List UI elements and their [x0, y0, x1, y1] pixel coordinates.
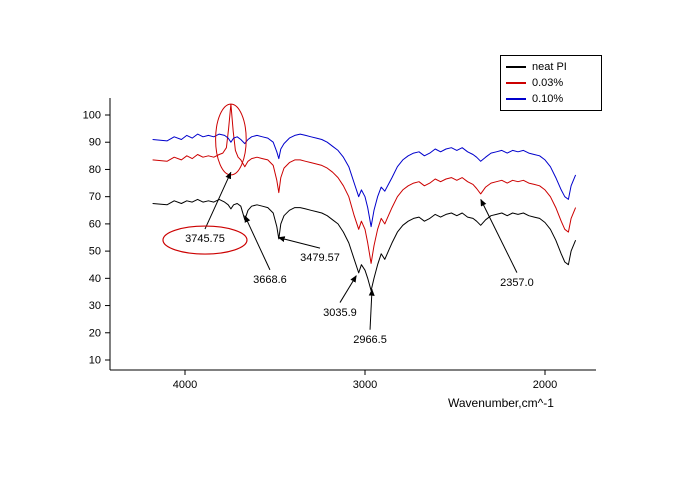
legend-item-003: 0.03% — [506, 75, 596, 91]
annotation-3479-57: 3479.57 — [300, 252, 340, 265]
legend-label-neat-pi: neat PI — [532, 61, 567, 73]
annotation-2357-0: 2357.0 — [500, 276, 534, 289]
trace-0-10 — [152, 133, 577, 228]
y-tick-label: 20 — [89, 327, 101, 339]
legend-line-003-icon — [506, 82, 526, 84]
legend-item-010: 0.10% — [506, 91, 596, 107]
annotation-arrow — [480, 198, 518, 273]
trace-0-03 — [152, 103, 577, 264]
y-tick-label: 70 — [89, 191, 101, 203]
y-tick-label: 40 — [89, 273, 101, 285]
x-tick-label: 2000 — [533, 379, 557, 391]
trace-neat-pi — [152, 198, 577, 292]
annotation-arrow — [368, 288, 375, 330]
annotation-arrow — [339, 275, 357, 303]
y-tick-label: 50 — [89, 246, 101, 258]
legend: neat PI 0.03% 0.10% — [500, 55, 602, 111]
annotation-3745-75: 3745.75 — [185, 233, 225, 246]
annotation-3668-6: 3668.6 — [253, 273, 287, 286]
y-tick-label: 30 — [89, 300, 101, 312]
legend-item-neat-pi: neat PI — [506, 59, 596, 75]
x-tick-label: 3000 — [353, 379, 377, 391]
legend-line-010-icon — [506, 98, 526, 100]
y-tick-label: 10 — [89, 355, 101, 367]
annotation-label-oval — [162, 225, 248, 255]
annotation-arrow — [277, 236, 321, 249]
legend-label-010: 0.10% — [532, 93, 564, 105]
legend-label-003: 0.03% — [532, 77, 564, 89]
y-tick-label: 90 — [89, 137, 101, 149]
annotation-2966-5: 2966.5 — [353, 333, 387, 346]
annotation-3035-9: 3035.9 — [323, 306, 357, 319]
annotation-arrow — [244, 215, 271, 271]
peak-ellipse — [215, 103, 247, 176]
x-axis-label: Wavenumber,cm^-1 — [448, 396, 554, 410]
y-tick-label: 60 — [89, 218, 101, 230]
legend-line-neat-pi-icon — [506, 66, 526, 68]
x-tick-label: 4000 — [173, 379, 197, 391]
y-tick-label: 100 — [83, 110, 101, 122]
annotation-arrow — [204, 171, 232, 230]
y-tick-label: 80 — [89, 164, 101, 176]
